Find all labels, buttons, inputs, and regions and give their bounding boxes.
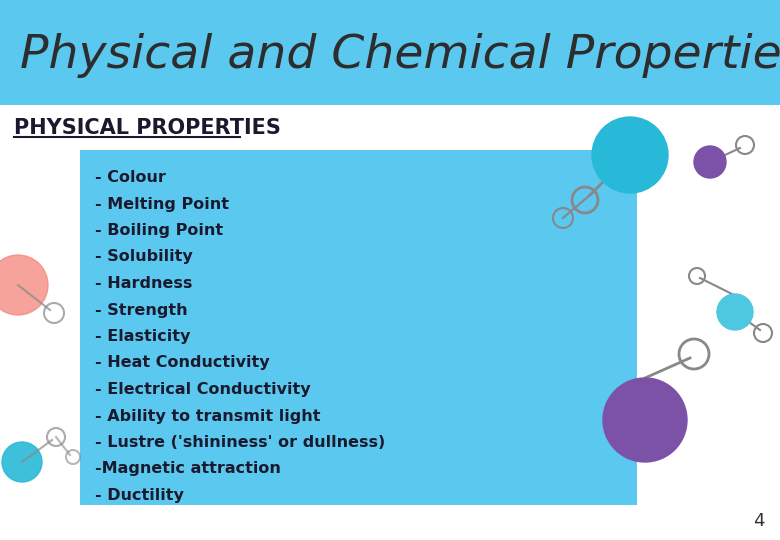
Text: - Heat Conductivity: - Heat Conductivity <box>95 355 270 370</box>
Text: - Electrical Conductivity: - Electrical Conductivity <box>95 382 310 397</box>
Text: - Lustre ('shininess' or dullness): - Lustre ('shininess' or dullness) <box>95 435 385 450</box>
Text: - Colour: - Colour <box>95 170 166 185</box>
Text: Physical and Chemical Properties: Physical and Chemical Properties <box>20 32 780 78</box>
Circle shape <box>603 378 687 462</box>
Text: -Magnetic attraction: -Magnetic attraction <box>95 462 281 476</box>
Text: 4: 4 <box>753 512 765 530</box>
Text: PHYSICAL PROPERTIES: PHYSICAL PROPERTIES <box>14 118 281 138</box>
Text: - Ability to transmit light: - Ability to transmit light <box>95 408 321 423</box>
Circle shape <box>2 442 42 482</box>
Bar <box>80 150 637 505</box>
Bar <box>0 0 780 105</box>
Circle shape <box>592 117 668 193</box>
Text: - Strength: - Strength <box>95 302 188 318</box>
Circle shape <box>694 146 726 178</box>
Circle shape <box>0 255 48 315</box>
Circle shape <box>717 294 753 330</box>
Text: - Elasticity: - Elasticity <box>95 329 190 344</box>
Text: - Hardness: - Hardness <box>95 276 193 291</box>
Text: - Boiling Point: - Boiling Point <box>95 223 223 238</box>
Text: - Melting Point: - Melting Point <box>95 197 229 212</box>
Text: - Solubility: - Solubility <box>95 249 193 265</box>
Text: - Ductility: - Ductility <box>95 488 184 503</box>
